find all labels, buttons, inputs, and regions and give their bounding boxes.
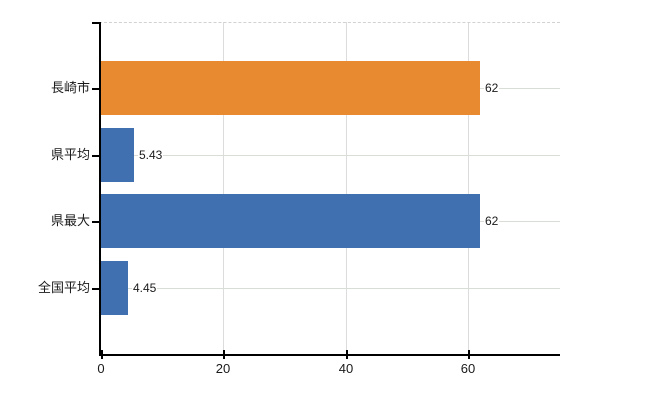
y-tick — [92, 221, 100, 223]
gridline-horizontal — [99, 288, 560, 289]
x-tick — [468, 350, 470, 359]
gridline-vertical — [345, 22, 347, 354]
y-axis-end-tick — [92, 22, 100, 24]
y-tick — [92, 88, 100, 90]
x-tick — [346, 350, 348, 359]
bar — [101, 261, 128, 315]
y-tick-label: 長崎市 — [50, 80, 90, 95]
bar-value-label: 62 — [484, 214, 500, 228]
y-axis-line — [99, 22, 101, 356]
x-tick-label: 40 — [338, 361, 354, 376]
plot-top-border — [99, 22, 560, 23]
x-tick — [101, 350, 103, 359]
bar — [101, 128, 134, 182]
gridline-vertical — [223, 22, 225, 354]
x-tick-label: 0 — [97, 361, 105, 376]
bar — [101, 194, 480, 248]
x-tick — [223, 350, 225, 359]
y-tick-label: 県平均 — [50, 147, 90, 162]
bar-value-label: 62 — [484, 81, 500, 95]
y-tick — [92, 155, 100, 157]
bar-value-label: 4.45 — [132, 281, 158, 295]
x-axis-line — [99, 354, 560, 356]
bar-value-label: 5.43 — [138, 148, 164, 162]
x-tick-label: 20 — [215, 361, 231, 376]
y-tick-label: 県最大 — [50, 213, 90, 228]
x-tick-label: 60 — [460, 361, 476, 376]
y-tick — [92, 288, 100, 290]
y-tick-label: 全国平均 — [37, 280, 90, 295]
gridline-horizontal — [99, 155, 560, 156]
bar — [101, 61, 480, 115]
gridline-vertical — [468, 22, 469, 354]
